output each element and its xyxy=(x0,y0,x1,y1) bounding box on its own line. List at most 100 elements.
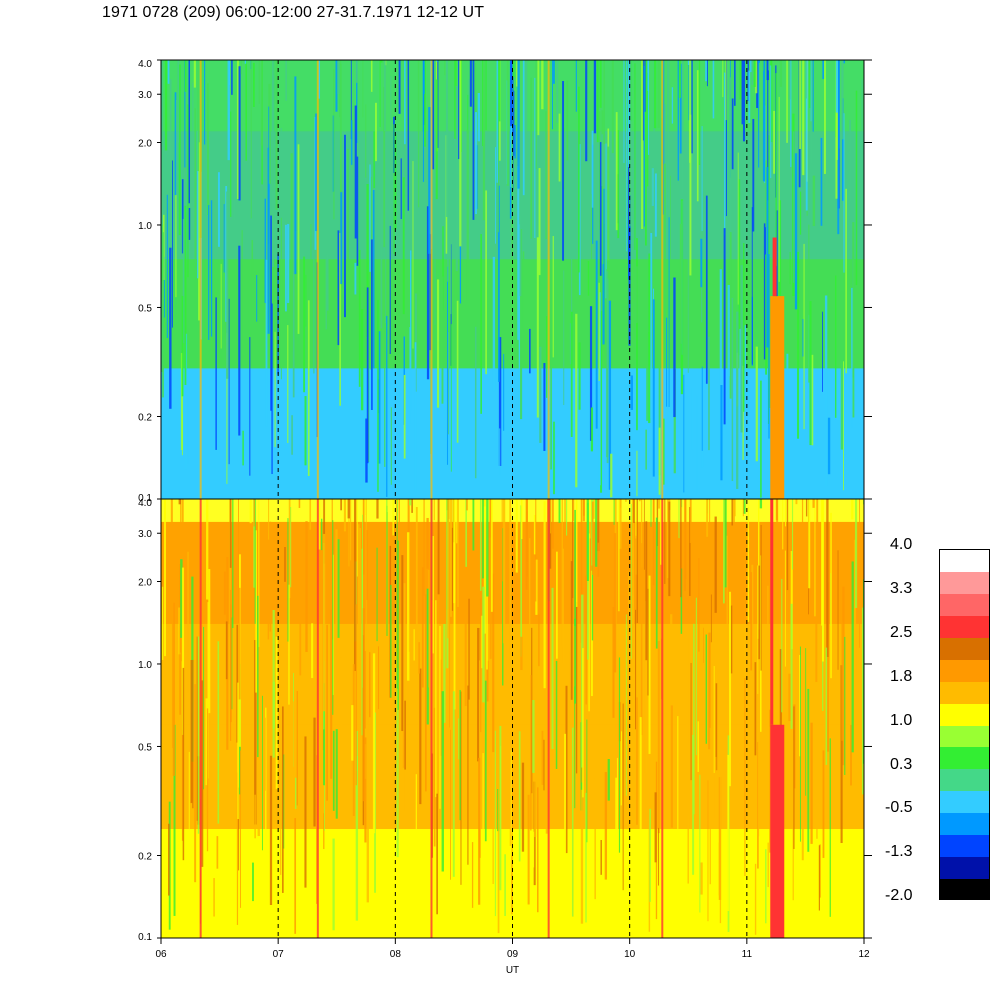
lower-streak xyxy=(805,648,807,796)
lower-streak xyxy=(433,499,435,521)
upper-streak xyxy=(240,60,242,75)
upper-streak xyxy=(424,60,426,147)
lower-streak xyxy=(331,499,333,640)
upper-streak xyxy=(562,81,565,261)
lower-streak xyxy=(164,499,166,657)
lower-streak xyxy=(435,600,437,798)
lower-streak xyxy=(604,772,608,880)
lower-streak xyxy=(654,792,657,863)
lower-streak xyxy=(217,641,220,824)
upper-streak xyxy=(822,311,823,392)
upper-streak xyxy=(194,108,197,305)
upper-streak xyxy=(723,228,726,425)
upper-streak xyxy=(499,428,501,475)
lower-streak xyxy=(571,727,574,917)
upper-streak xyxy=(838,60,840,149)
lower-spike xyxy=(199,499,202,938)
upper-streak xyxy=(634,63,636,250)
lower-streak xyxy=(466,499,468,511)
upper-streak xyxy=(226,191,229,379)
upper-streak xyxy=(802,318,804,357)
lower-streak xyxy=(309,499,312,530)
upper-streak xyxy=(236,60,239,200)
lower-streak xyxy=(520,636,523,671)
upper-streak xyxy=(514,125,516,159)
x-tick-label: 12 xyxy=(858,949,870,960)
upper-streak xyxy=(469,60,472,107)
lower-streak xyxy=(366,725,369,903)
lower-streak xyxy=(757,565,759,694)
upper-streak xyxy=(681,200,683,355)
colorbar-label: -1.3 xyxy=(885,843,913,861)
upper-streak xyxy=(687,245,689,373)
lower-streak xyxy=(525,499,528,590)
upper-streak xyxy=(739,328,742,406)
lower-streak xyxy=(526,511,528,563)
chart-title: 1971 0728 (209) 06:00-12:00 27-31.7.1971… xyxy=(102,4,485,21)
upper-streak xyxy=(184,60,187,92)
y-tick-label: 0.5 xyxy=(138,742,152,753)
lower-streak xyxy=(636,697,638,825)
lower-streak xyxy=(757,638,760,837)
lower-streak xyxy=(830,512,832,679)
upper-streak xyxy=(227,60,230,161)
lower-streak xyxy=(298,499,301,508)
lower-streak xyxy=(551,499,554,549)
lower-streak xyxy=(443,623,446,723)
lower-streak xyxy=(754,662,757,756)
upper-streak xyxy=(705,195,708,384)
upper-streak xyxy=(799,60,801,149)
upper-streak xyxy=(763,223,766,360)
upper-streak xyxy=(648,253,651,366)
lower-streak xyxy=(858,499,860,648)
upper-streak xyxy=(762,60,766,182)
lower-streak xyxy=(714,756,717,819)
upper-streak xyxy=(472,60,475,220)
upper-streak xyxy=(600,311,603,493)
upper-streak xyxy=(529,328,531,374)
upper-streak xyxy=(762,60,764,71)
upper-spike xyxy=(316,60,319,499)
upper-streak xyxy=(727,284,730,377)
lower-streak xyxy=(192,659,194,809)
upper-streak xyxy=(250,60,252,219)
lower-streak xyxy=(296,690,298,806)
lower-streak xyxy=(698,558,700,652)
lower-streak xyxy=(658,499,661,509)
lower-streak xyxy=(678,499,680,539)
axes: 0.10.20.51.02.03.04.00.10.20.51.02.03.04… xyxy=(138,59,872,976)
lower-streak xyxy=(254,794,256,839)
lower-streak xyxy=(173,724,176,916)
upper-streak xyxy=(498,103,499,233)
lower-streak xyxy=(861,607,864,795)
lower-streak xyxy=(453,499,456,604)
upper-streak xyxy=(599,111,601,230)
lower-streak xyxy=(330,609,333,779)
lower-streak xyxy=(353,499,357,671)
upper-streak xyxy=(166,194,168,339)
upper-burst xyxy=(770,296,785,499)
upper-streak xyxy=(384,60,386,131)
upper-streak xyxy=(786,353,789,499)
upper-spike xyxy=(547,60,550,499)
upper-streak xyxy=(526,60,528,194)
y-tick-label: 0.5 xyxy=(138,303,152,314)
upper-streak xyxy=(393,124,395,255)
lower-streak xyxy=(509,499,512,654)
lower-streak xyxy=(364,737,367,843)
lower-streak xyxy=(421,567,424,688)
upper-streak xyxy=(468,79,470,233)
lower-streak xyxy=(240,750,242,908)
lower-streak xyxy=(801,789,804,861)
lower-streak xyxy=(441,691,444,872)
lower-streak xyxy=(692,734,695,875)
upper-streak xyxy=(590,407,594,452)
upper-streak xyxy=(210,200,213,337)
upper-streak xyxy=(385,181,387,324)
lower-streak xyxy=(425,594,427,792)
upper-streak xyxy=(184,205,187,385)
lower-streak xyxy=(249,499,252,524)
colorbar-segment xyxy=(940,593,989,617)
upper-streak xyxy=(855,90,858,286)
upper-streak xyxy=(167,60,170,84)
